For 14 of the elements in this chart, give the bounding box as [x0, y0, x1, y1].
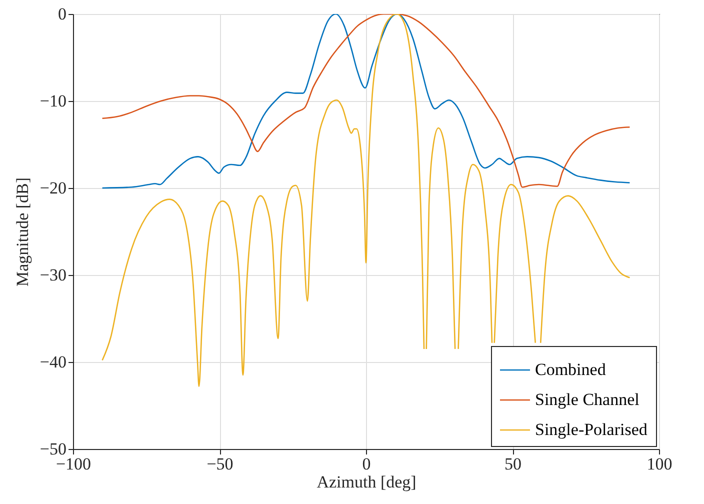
legend-label: Single Channel: [535, 390, 640, 409]
y-tick-label: −40: [40, 352, 66, 372]
legend-label: Single-Polarised: [535, 420, 648, 439]
x-tick-label: −50: [206, 454, 234, 474]
y-axis-title: Magnitude [dB]: [12, 177, 32, 287]
x-tick-label: 100: [646, 454, 672, 474]
y-tick-label: −30: [40, 266, 66, 284]
legend-label: Combined: [535, 360, 606, 379]
y-tick-label: 0: [58, 4, 66, 24]
x-axis-title: Azimuth [deg]: [316, 472, 416, 492]
y-tick-label: −10: [40, 92, 66, 110]
y-tick-label: −20: [40, 178, 66, 198]
x-tick-label: 50: [504, 454, 522, 474]
x-tick-label: 0: [362, 454, 371, 474]
